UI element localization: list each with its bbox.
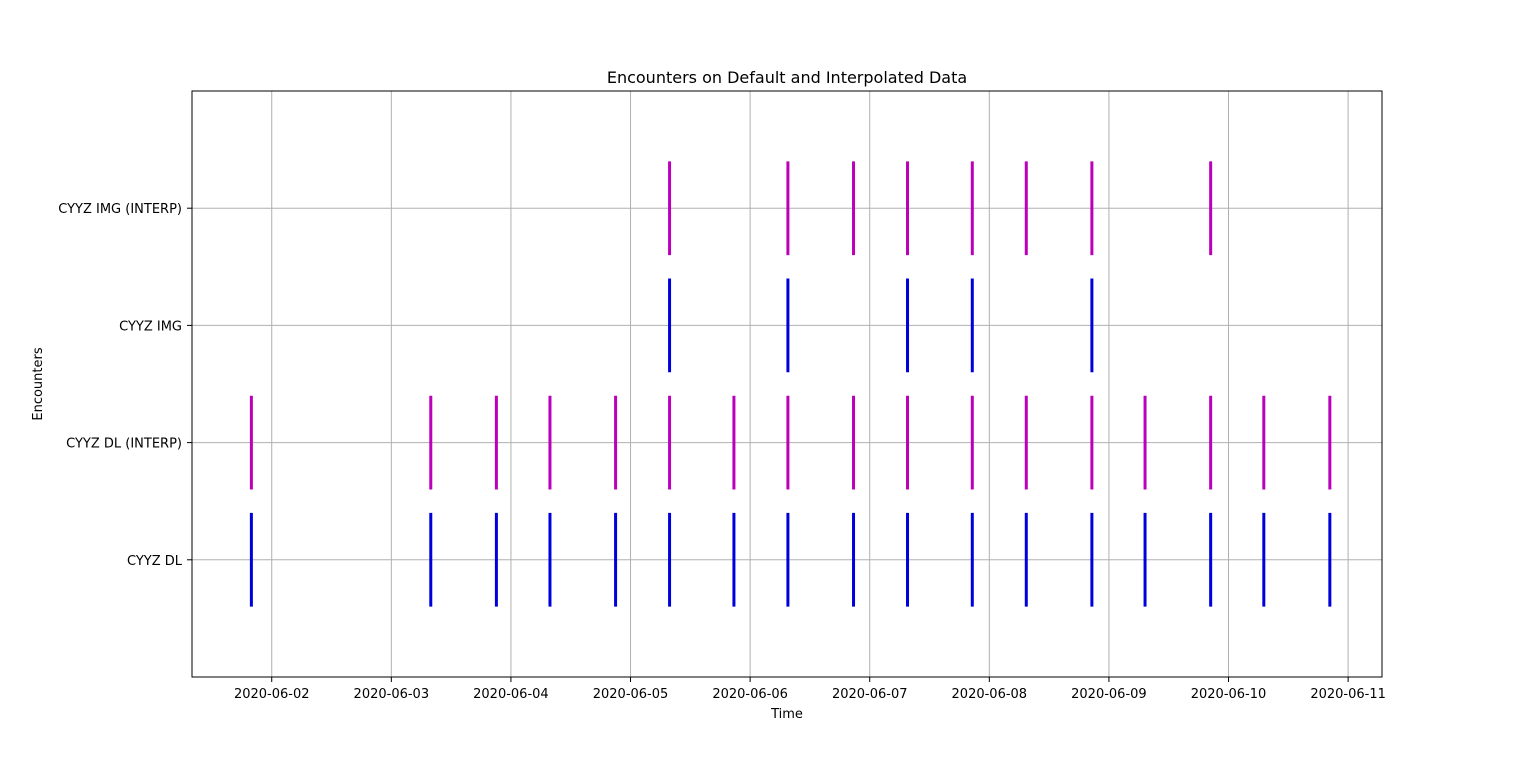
y-tick-label: CYYZ DL (INTERP) xyxy=(66,437,182,452)
chart-title: Encounters on Default and Interpolated D… xyxy=(607,68,967,87)
x-tick-label: 2020-06-09 xyxy=(1071,687,1147,702)
x-tick-label: 2020-06-03 xyxy=(354,687,430,702)
x-tick-label: 2020-06-05 xyxy=(593,687,669,702)
y-tick-label: CYYZ DL xyxy=(127,554,183,569)
event-lines xyxy=(249,161,1332,607)
x-tick-label: 2020-06-06 xyxy=(712,687,788,702)
x-tick-label: 2020-06-10 xyxy=(1191,687,1267,702)
x-tick-label: 2020-06-04 xyxy=(473,687,549,702)
y-axis-label: Encounters xyxy=(31,347,46,420)
x-tick-label: 2020-06-07 xyxy=(832,687,908,702)
x-axis-label: Time xyxy=(770,707,803,722)
x-axis-ticks: 2020-06-02 2020-06-03 2020-06-04 2020-06-05… xyxy=(234,677,1386,702)
x-tick-label: 2020-06-11 xyxy=(1310,687,1386,702)
x-tick-label: 2020-06-08 xyxy=(952,687,1028,702)
y-tick-label: CYYZ IMG (INTERP) xyxy=(58,202,182,217)
y-axis-ticks: CYYZ DL CYYZ DL (INTERP) CYYZ IMG CYYZ IMG … xyxy=(58,202,192,569)
x-tick-label: 2020-06-02 xyxy=(234,687,310,702)
y-tick-label: CYYZ IMG xyxy=(119,319,182,334)
plot-area-frame xyxy=(191,90,1383,678)
